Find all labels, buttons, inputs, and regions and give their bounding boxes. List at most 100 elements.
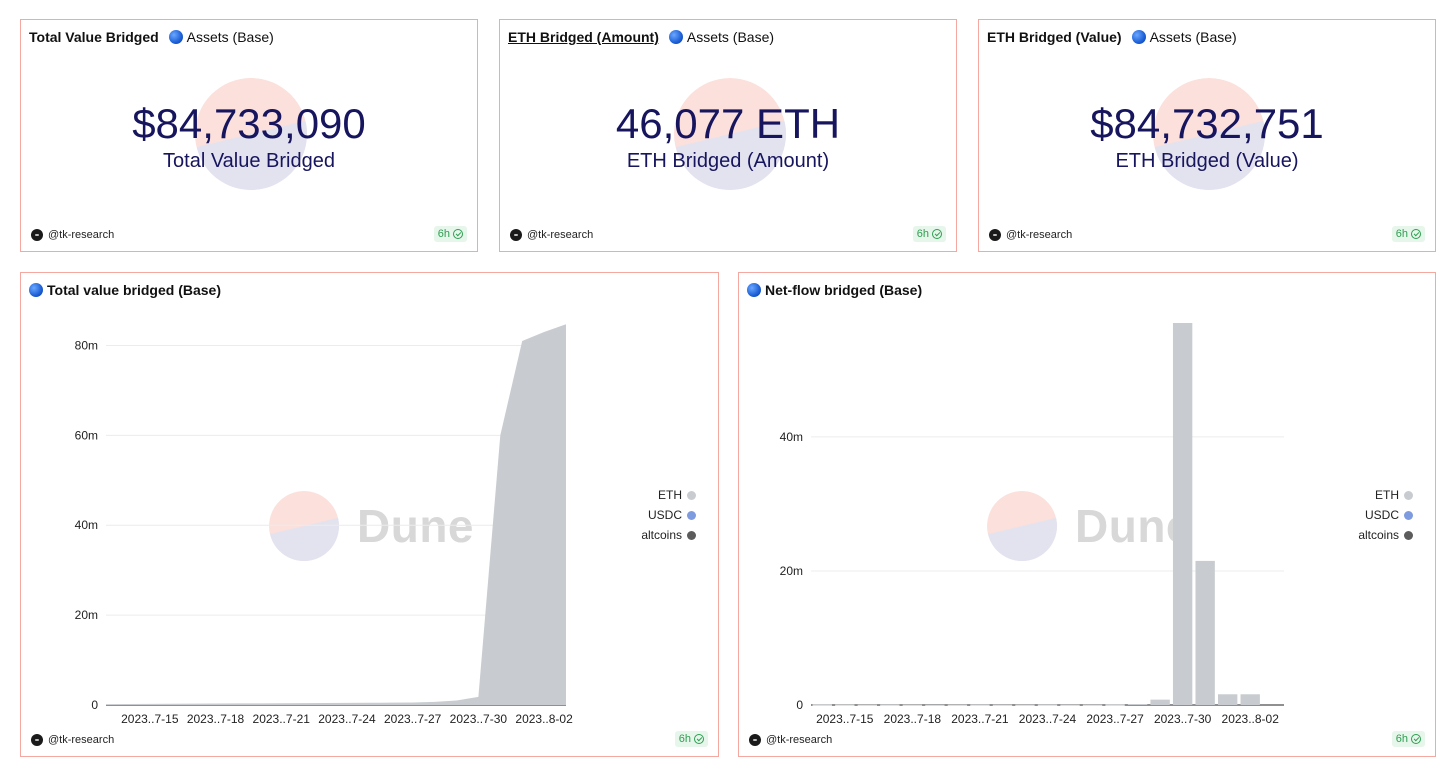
counter-value: $84,733,090: [132, 100, 366, 147]
author-link[interactable]: @tk-research: [31, 229, 114, 241]
panel-title-link[interactable]: ETH Bridged (Amount): [508, 29, 659, 45]
blue-circle-icon: [29, 283, 43, 297]
avatar: [31, 229, 43, 241]
bar-eth: [1127, 703, 1148, 705]
freshness-badge[interactable]: 6h: [433, 226, 467, 242]
bar-eth: [992, 704, 1013, 706]
panel-title-text[interactable]: ETH Bridged (Value): [987, 29, 1122, 45]
panel-title-text[interactable]: Total Value Bridged: [29, 29, 159, 45]
y-tick-label: 20m: [75, 608, 98, 622]
bar-eth: [1082, 704, 1103, 706]
legend-item-altcoins[interactable]: altcoins: [1358, 525, 1413, 545]
y-tick-label: 40m: [75, 518, 98, 532]
bar-eth: [1240, 694, 1260, 705]
freshness-label: 6h: [1395, 228, 1408, 240]
author-link[interactable]: @tk-research: [749, 734, 832, 746]
bar-eth: [857, 704, 877, 706]
author-name: @tk-research: [527, 229, 594, 241]
counter-value: $84,732,751: [1090, 100, 1324, 147]
freshness-badge[interactable]: 6h: [674, 731, 708, 747]
freshness-badge[interactable]: 6h: [912, 226, 946, 242]
x-tick-label: 2023..7-30: [1154, 712, 1212, 726]
author-link[interactable]: @tk-research: [31, 734, 114, 746]
counter-panel-eth-value[interactable]: ETH Bridged (Value) Assets (Base) $84,73…: [978, 19, 1436, 252]
counter-panel-eth-amount[interactable]: ETH Bridged (Amount) Assets (Base) 46,07…: [499, 19, 957, 252]
bar-chart[interactable]: 0 20m 40m 2023..7-15 2023..7-18 2023..7-21 202…: [739, 273, 1437, 758]
x-tick-label: 2023..8-02: [515, 712, 573, 726]
panel-title: Net-flow bridged (Base): [747, 282, 922, 298]
bar-eth: [835, 704, 855, 706]
panel-title-text[interactable]: Total value bridged (Base): [47, 282, 221, 298]
assets-tag[interactable]: Assets (Base): [1131, 29, 1237, 45]
y-tick-label: 20m: [780, 564, 803, 578]
x-tick-label: 2023..7-18: [187, 712, 245, 726]
legend-label: USDC: [1364, 508, 1399, 522]
dune-logo-icon: [195, 78, 307, 190]
check-circle-icon: [1411, 734, 1421, 744]
y-tick-label: 0: [796, 698, 803, 712]
counter-panel-total-value[interactable]: Total Value Bridged Assets (Base) $84,73…: [20, 19, 478, 252]
author-link[interactable]: @tk-research: [510, 229, 593, 241]
legend-item-altcoins[interactable]: altcoins: [641, 525, 696, 545]
author-name: @tk-research: [48, 229, 115, 241]
avatar: [31, 734, 43, 746]
freshness-label: 6h: [916, 228, 929, 240]
area-chart[interactable]: 0 20m 40m 60m 80m 2023..7-15 2023..7-18 2023..7…: [21, 273, 720, 758]
x-tick-label: 2023..8-02: [1222, 712, 1280, 726]
assets-tag-label: Assets (Base): [686, 29, 775, 45]
legend-dot-icon: [687, 530, 696, 540]
bar-eth: [1105, 704, 1125, 706]
assets-tag[interactable]: Assets (Base): [668, 29, 775, 45]
freshness-label: 6h: [1395, 733, 1408, 745]
bar-eth: [1015, 704, 1035, 706]
legend-item-usdc[interactable]: USDC: [641, 505, 696, 525]
dune-logo-icon: [269, 491, 339, 561]
author-link[interactable]: @tk-research: [989, 229, 1072, 241]
legend-item-eth[interactable]: ETH: [1358, 485, 1413, 505]
panel-title: ETH Bridged (Amount) Assets (Base): [508, 29, 774, 45]
check-circle-icon: [453, 229, 463, 239]
x-tick-label: 2023..7-21: [253, 712, 311, 726]
freshness-badge[interactable]: 6h: [1391, 731, 1425, 747]
author-name: @tk-research: [1006, 229, 1073, 241]
legend-dot-icon: [687, 510, 696, 520]
assets-tag-label: Assets (Base): [1149, 29, 1237, 45]
dune-watermark-text: Dune: [357, 500, 474, 552]
legend-dot-icon: [1404, 490, 1413, 500]
x-tick-label: 2023..7-15: [121, 712, 179, 726]
blue-circle-icon: [168, 30, 183, 44]
bar-eth: [925, 704, 945, 706]
assets-tag-label: Assets (Base): [186, 29, 274, 45]
bar-eth: [1195, 560, 1215, 705]
legend-item-usdc[interactable]: USDC: [1358, 505, 1413, 525]
legend-label: altcoins: [1358, 528, 1399, 542]
panel-title-text[interactable]: Net-flow bridged (Base): [765, 282, 923, 298]
legend-dot-icon: [687, 490, 696, 500]
bar-eth: [1218, 694, 1238, 705]
blue-circle-icon: [668, 30, 683, 44]
bar-eth: [1150, 699, 1170, 705]
x-tick-label: 2023..7-18: [884, 712, 942, 726]
freshness-label: 6h: [437, 228, 450, 240]
assets-tag[interactable]: Assets (Base): [168, 29, 274, 45]
bar-eth: [970, 704, 990, 706]
chart-panel-net-flow-bridged[interactable]: Net-flow bridged (Base) Dune 0 20m 40m 2023…: [738, 272, 1436, 757]
x-tick-label: 2023..7-27: [384, 712, 442, 726]
counter-label: ETH Bridged (Amount): [626, 150, 830, 172]
bar-eth: [812, 704, 832, 706]
chart-legend: ETH USDC altcoins: [641, 485, 696, 545]
bar-eth: [1060, 704, 1080, 706]
x-tick-label: 2023..7-27: [1086, 712, 1144, 726]
legend-item-eth[interactable]: ETH: [641, 485, 696, 505]
x-tick-label: 2023..7-15: [816, 712, 874, 726]
freshness-badge[interactable]: 6h: [1391, 226, 1425, 242]
blue-circle-icon: [747, 283, 761, 297]
avatar: [510, 229, 522, 241]
chart-legend: ETH USDC altcoins: [1358, 485, 1413, 545]
legend-label: ETH: [658, 488, 682, 502]
chart-panel-total-value-bridged[interactable]: Total value bridged (Base) Dune 0 20m 40m 6…: [20, 272, 719, 757]
author-name: @tk-research: [48, 734, 115, 746]
x-tick-label: 2023..7-21: [951, 712, 1009, 726]
dune-logo-icon: [674, 78, 786, 190]
x-tick-label: 2023..7-30: [450, 712, 508, 726]
